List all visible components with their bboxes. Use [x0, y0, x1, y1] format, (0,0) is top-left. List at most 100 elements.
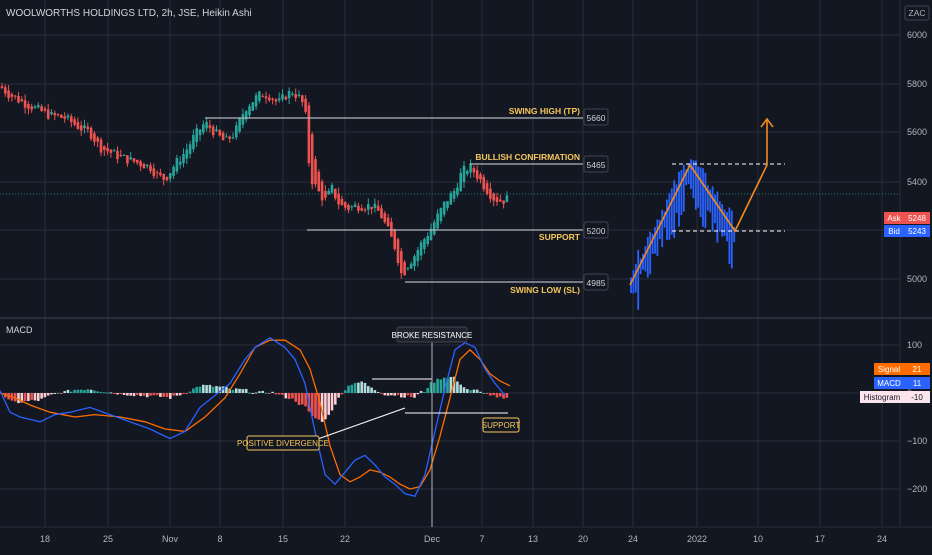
candle-body: [145, 164, 149, 167]
candle-body: [215, 129, 218, 131]
histogram-bar: [347, 385, 350, 393]
time-axis[interactable]: 18 25 Nov 8 15 22 Dec 7 13 20 24 2022 10…: [40, 534, 887, 544]
candle-body: [482, 176, 486, 190]
projection-bar: [704, 172, 707, 228]
histogram-bar: [70, 391, 73, 393]
price-tick: 6000: [907, 30, 927, 40]
histogram-bar: [475, 389, 479, 393]
signal-label-box: [874, 363, 904, 375]
histogram-bar: [482, 392, 486, 394]
histogram-bar: [43, 393, 47, 398]
time-tick: Nov: [162, 534, 179, 544]
candle-body: [456, 187, 459, 195]
histogram-bar: [152, 393, 156, 396]
projection-bar: [661, 209, 664, 248]
histogram-bar: [20, 393, 24, 403]
candle-body: [251, 102, 255, 111]
histogram-bar: [433, 382, 436, 393]
candle-body: [30, 106, 33, 110]
histogram-bar: [126, 393, 129, 396]
candle-body: [241, 114, 245, 125]
macd-title: MACD: [6, 325, 33, 335]
candle-body: [452, 190, 456, 199]
candle-body: [423, 239, 426, 249]
candle-body: [86, 126, 90, 130]
candle-body: [152, 168, 156, 177]
macd-value-box: [904, 377, 930, 389]
broke-resistance-label: BROKE RESISTANCE: [392, 331, 473, 340]
projection-bar: [682, 164, 685, 212]
candle-body: [106, 147, 109, 152]
candle-body: [479, 174, 482, 180]
candle-body: [172, 166, 175, 176]
histogram-bar: [89, 389, 93, 393]
candle-body: [380, 208, 383, 219]
time-tick: 15: [278, 534, 288, 544]
projection-bar: [675, 184, 678, 213]
candle-body: [353, 204, 357, 207]
candle-body: [413, 256, 416, 267]
candle-body: [360, 208, 363, 211]
ask-label: Ask: [887, 214, 901, 223]
histogram-bar: [132, 393, 136, 397]
histogram-bar: [277, 393, 281, 395]
candle-body: [340, 198, 344, 206]
candle-body: [169, 173, 172, 179]
histogram-bar: [244, 388, 248, 393]
histogram-bar: [287, 393, 291, 400]
macd-line: [0, 337, 506, 497]
histogram-bar: [317, 393, 321, 420]
histogram-bar: [353, 382, 357, 393]
time-tick: 7: [479, 534, 484, 544]
positive-divergence-label: POSITIVE DIVERGENCE: [237, 439, 329, 448]
candle-body: [79, 125, 83, 131]
candle-body: [122, 155, 126, 157]
candle-body: [310, 134, 314, 185]
projection-bar: [721, 204, 724, 237]
candle-body: [297, 94, 301, 96]
time-tick: 24: [877, 534, 887, 544]
candle-body: [142, 163, 146, 169]
histogram-bar: [367, 386, 370, 393]
histogram-bar: [73, 389, 76, 393]
candle-body: [406, 268, 410, 270]
candle-body: [403, 262, 406, 276]
candle-body: [426, 236, 429, 245]
histogram-bar: [142, 393, 146, 396]
histogram-bar: [116, 393, 119, 395]
price-grid: [0, 0, 900, 527]
histogram-bar: [109, 392, 113, 394]
candle-body: [304, 98, 307, 112]
level-value-bullish-confirmation: 5465: [587, 160, 606, 170]
projection-bar: [666, 199, 668, 240]
histogram-bar: [175, 393, 179, 396]
histogram-bar: [320, 393, 324, 422]
candle-body: [459, 172, 462, 192]
histogram-bar: [284, 393, 288, 399]
histogram-bar: [238, 388, 241, 393]
candle-body: [376, 205, 380, 211]
candle-body: [13, 95, 17, 97]
histogram-bar: [301, 393, 304, 405]
histogram-bar: [86, 389, 90, 393]
candle-body: [334, 188, 337, 199]
projection-bar: [718, 201, 721, 232]
histogram-bar: [499, 393, 502, 397]
histogram-bar: [76, 389, 80, 393]
candle-body: [294, 94, 297, 98]
histogram-bar: [466, 389, 469, 393]
candle-body: [485, 183, 489, 195]
candle-body: [195, 128, 198, 143]
histogram-bar: [261, 390, 264, 393]
currency-box[interactable]: [904, 5, 930, 21]
candle-body: [60, 114, 63, 118]
projection-bar: [694, 160, 697, 210]
histogram-bar: [169, 393, 172, 399]
chart-title: WOOLWORTHS HOLDINGS LTD, 2h, JSE, Heikin…: [6, 8, 252, 19]
currency-label: ZAC: [909, 8, 926, 18]
candle-body: [109, 149, 113, 153]
macd-value: 11: [913, 379, 922, 388]
candle-body: [53, 113, 57, 116]
histogram-bar: [159, 393, 162, 397]
histogram-bar: [380, 393, 383, 395]
